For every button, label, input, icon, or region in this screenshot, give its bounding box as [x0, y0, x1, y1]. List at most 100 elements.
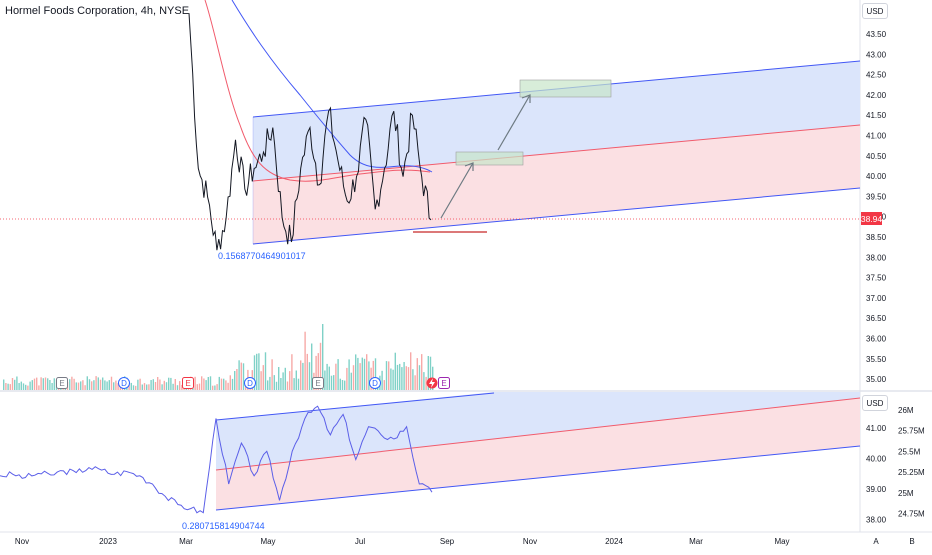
volume-bar — [97, 377, 99, 390]
moving-average-red[interactable] — [204, 0, 431, 182]
volume-bar — [278, 367, 280, 390]
currency-button-bottom[interactable]: USD — [862, 395, 888, 411]
volume-bar — [286, 381, 289, 390]
volume-bar — [392, 369, 394, 390]
volume-bar — [350, 372, 352, 390]
time-tick-label: Nov — [15, 537, 29, 546]
volume-bar — [113, 382, 115, 390]
volume-bar — [31, 380, 33, 390]
volume-bar — [161, 384, 163, 390]
volume-bar — [69, 379, 71, 390]
volume-bar — [425, 376, 427, 390]
volume-bar — [49, 380, 51, 390]
volume-bar — [207, 377, 209, 390]
volume-bar — [291, 354, 293, 390]
lower-axis[interactable]: 41.00 40.00 39.00 38.00 26M 25.75M 25.5M 25.25M… — [866, 406, 925, 525]
volume-bar — [170, 377, 172, 390]
volume-bar — [3, 379, 5, 390]
target-box-1[interactable] — [455, 151, 524, 166]
event-marker-label: E — [441, 379, 446, 388]
event-marker-e[interactable]: E — [182, 377, 194, 389]
lower-right-tick-label: 24.75M — [898, 510, 925, 519]
event-marker-d[interactable]: D — [244, 377, 256, 389]
volume-bar — [73, 378, 75, 390]
volume-bar — [146, 384, 148, 390]
volume-bar — [262, 365, 264, 390]
volume-bar — [108, 380, 110, 390]
volume-bar — [242, 363, 245, 390]
main-pitchfork-channel[interactable] — [252, 60, 861, 245]
price-axis[interactable]: 43.50 43.00 42.50 42.00 41.50 41.00 40.50 40.00… — [866, 30, 887, 384]
moving-average-blue[interactable] — [231, 0, 433, 173]
event-marker-e[interactable]: E — [56, 377, 68, 389]
volume-bar — [40, 377, 42, 390]
volume-bar — [216, 384, 218, 390]
price-tick-label: 36.00 — [866, 335, 887, 344]
price-series[interactable] — [188, 13, 432, 251]
volume-bar — [33, 378, 36, 390]
volume-bar — [390, 368, 392, 390]
price-tick-label: 35.00 — [866, 375, 887, 384]
time-tick-label: Mar — [689, 537, 703, 546]
volume-bar — [77, 382, 80, 390]
lower-channel-median-line[interactable] — [215, 397, 861, 471]
volume-bar — [271, 359, 273, 390]
volume-bar — [80, 381, 82, 390]
target-box-2[interactable] — [519, 79, 612, 98]
volume-bar — [22, 383, 25, 390]
event-marker-e[interactable]: E — [312, 377, 324, 389]
projection-arrow-1[interactable] — [440, 162, 474, 219]
lower-left-tick-label: 39.00 — [866, 485, 887, 494]
volume-bar — [95, 376, 97, 390]
lightning-icon[interactable] — [426, 377, 438, 389]
currency-button-top[interactable]: USD — [862, 3, 888, 19]
volume-bar — [9, 384, 11, 390]
price-tick-label: 38.50 — [866, 233, 887, 242]
volume-bar — [293, 378, 295, 390]
time-axis[interactable]: Nov 2023 Mar May Jul Sep Nov 2024 Mar May A B — [15, 537, 915, 546]
volume-bar — [86, 376, 88, 390]
projection-arrow-2[interactable] — [497, 94, 531, 151]
axis-button-a[interactable]: A — [873, 537, 879, 546]
volume-bar — [225, 380, 227, 390]
price-tick-label: 36.50 — [866, 314, 887, 323]
volume-bar — [311, 343, 313, 390]
volume-bar — [302, 362, 304, 390]
volume-bar — [110, 376, 113, 390]
channel-median-line[interactable] — [252, 124, 861, 182]
event-marker-d[interactable]: D — [369, 377, 381, 389]
lower-right-tick-label: 25.25M — [898, 468, 925, 477]
volume-bar — [412, 369, 414, 390]
lower-series[interactable] — [0, 405, 433, 514]
volume-bar — [357, 357, 359, 390]
lower-channel-lower-line[interactable] — [215, 445, 861, 511]
event-marker-d[interactable]: D — [118, 377, 130, 389]
volume-bar — [20, 381, 22, 390]
price-tick-label: 41.00 — [866, 132, 887, 141]
lower-pane-channel[interactable] — [215, 392, 861, 511]
volume-bar — [29, 381, 31, 390]
volume-bar — [115, 380, 117, 390]
volume-bar — [383, 380, 385, 390]
channel-lower-line[interactable] — [252, 187, 861, 245]
volume-bar — [328, 366, 330, 390]
volume-bar — [256, 353, 258, 390]
lower-channel-upper-line[interactable] — [215, 392, 495, 421]
volume-bar — [355, 354, 357, 390]
volume-bar — [212, 385, 214, 390]
volume-bar — [258, 353, 260, 390]
price-tick-label: 41.50 — [866, 111, 887, 120]
axis-button-b[interactable]: B — [909, 537, 914, 546]
event-marker-label: D — [247, 379, 253, 388]
volume-bar — [361, 357, 363, 390]
volume-bar — [27, 385, 29, 390]
volume-bar — [280, 378, 282, 390]
volume-bar — [333, 375, 335, 390]
event-marker-e[interactable]: E — [438, 377, 450, 389]
volume-bar — [326, 363, 328, 390]
volume-bar — [218, 376, 220, 390]
volume-bar — [269, 376, 271, 390]
